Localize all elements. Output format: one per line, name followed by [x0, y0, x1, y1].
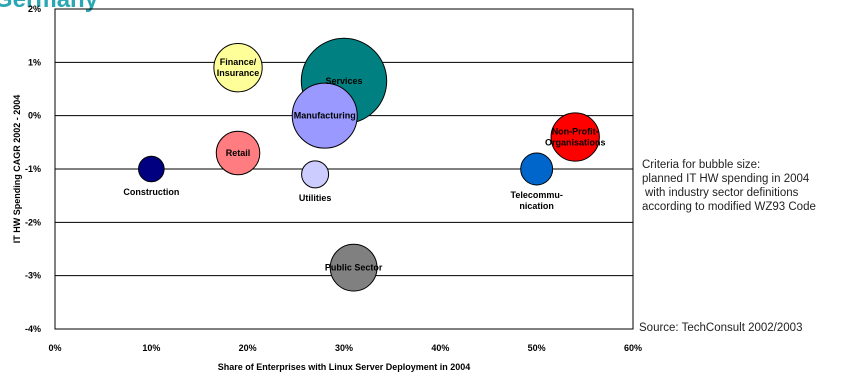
chart-title: Germany [0, 0, 98, 14]
y-tick-label: -4% [25, 324, 41, 334]
x-tick-label: 0% [48, 343, 61, 353]
bubble-label: Manufacturing [294, 111, 356, 121]
y-tick-label: -2% [25, 217, 41, 227]
bubble-labels: Finance/Insurance Services Manufacturing No… [123, 57, 606, 273]
bubble-label: Construction [123, 187, 179, 197]
bubble-label: Telecommu-nication [510, 190, 562, 211]
y-tick-label: 1% [28, 57, 41, 67]
size-note-line-2: planned IT HW spending in 2004 [642, 173, 810, 185]
bubble [213, 43, 263, 93]
bubble-label: Utilities [299, 193, 332, 203]
y-axis-label: IT HW Spending CAGR 2002 - 2004 [12, 95, 22, 244]
bubble [520, 152, 554, 186]
bubble [550, 112, 600, 162]
bubbles [138, 37, 600, 292]
x-tick-label: 40% [431, 343, 449, 353]
bubble-label: Non-Profit-Organisations [545, 127, 606, 148]
bubble-label: Services [325, 76, 362, 86]
size-note-line-3: with industry sector definitions [645, 187, 799, 199]
bubble [215, 130, 261, 176]
y-axis-ticks: 2% 1% 0% -1% -2% -3% -4% [25, 4, 41, 334]
x-axis-label: Share of Enterprises with Linux Server D… [218, 362, 471, 372]
size-note-line-4: according to modified WZ93 Code [642, 201, 816, 213]
y-tick-label: -3% [25, 271, 41, 281]
bubble-label: Retail [226, 148, 251, 158]
bubble-label: Public Sector [325, 263, 383, 273]
y-tick-label: 0% [28, 111, 41, 121]
x-tick-label: 10% [142, 343, 160, 353]
bubble [301, 160, 330, 189]
bubble-size-note: Criteria for bubble size: planned IT HW … [642, 158, 816, 214]
x-axis-ticks: 0% 10% 20% 30% 40% 50% 60% [48, 343, 642, 353]
bubble [138, 155, 165, 183]
plot-area [54, 8, 634, 330]
y-tick-label: 2% [28, 4, 41, 14]
y-tick-label: -1% [25, 164, 41, 174]
bubble [291, 82, 358, 149]
source-note: Source: TechConsult 2002/2003 [639, 322, 803, 334]
x-tick-label: 20% [239, 343, 257, 353]
x-tick-label: 50% [528, 343, 546, 353]
bubble [329, 243, 378, 292]
x-tick-label: 30% [335, 343, 353, 353]
size-note-line-1: Criteria for bubble size: [642, 159, 761, 171]
x-tick-label: 60% [624, 343, 642, 353]
bubble-label: Finance/Insurance [217, 57, 260, 78]
